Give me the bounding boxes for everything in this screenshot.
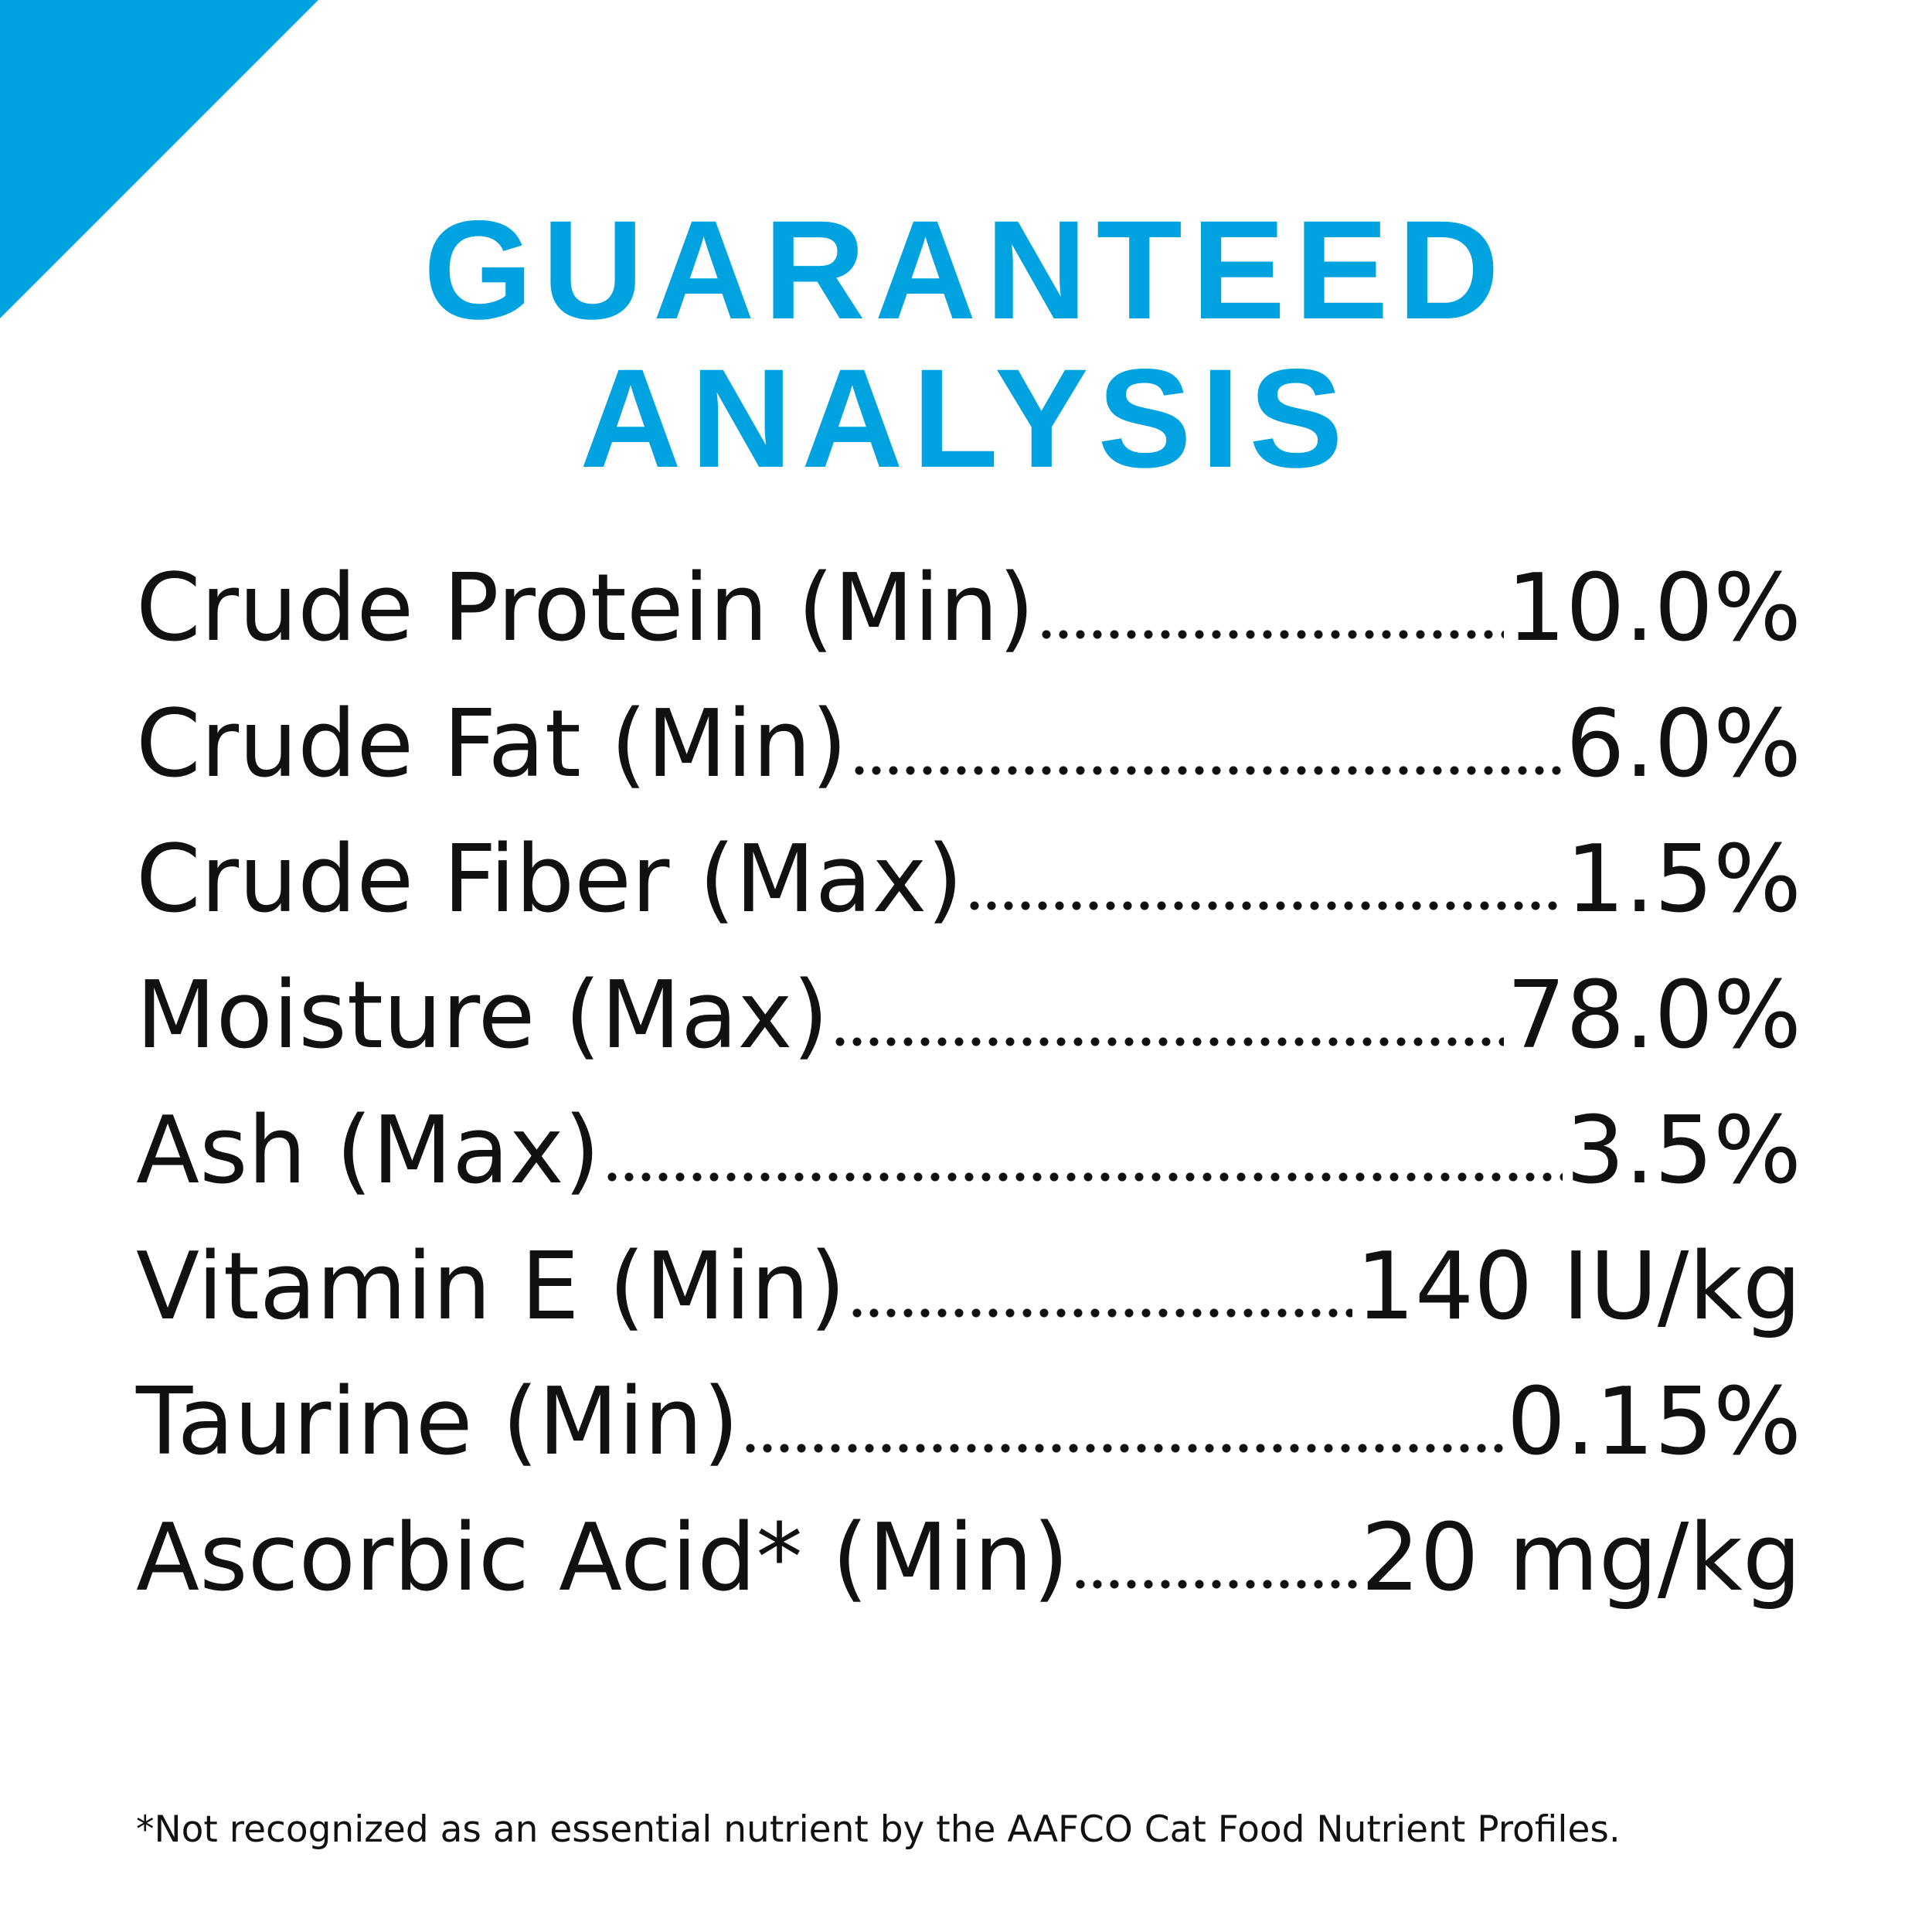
nutrient-value: 0.15% xyxy=(1506,1369,1801,1476)
nutrient-label: Taurine (Min) xyxy=(136,1369,740,1476)
nutrient-value: 6.0% xyxy=(1566,690,1801,798)
dot-leader xyxy=(850,764,1563,776)
title: GUARANTEED xyxy=(423,191,1509,349)
nutrient-label: Crude Fiber (Max) xyxy=(136,826,964,934)
analysis-row: Ash (Max) 3.5% xyxy=(136,1083,1801,1219)
nutrient-label: Crude Protein (Min) xyxy=(136,555,1035,662)
analysis-row: Moisture (Max) 78.0% xyxy=(136,948,1801,1084)
nutrient-label: Vitamin E (Min) xyxy=(136,1233,846,1341)
dot-leader xyxy=(1072,1578,1358,1590)
title: ANALYSIS xyxy=(580,339,1352,497)
nutrient-value: 10.0% xyxy=(1506,555,1801,662)
nutrient-label: Crude Fat (Min) xyxy=(136,690,848,798)
nutrient-value: 78.0% xyxy=(1506,961,1801,1070)
analysis-row: Vitamin E (Min) 140 IU/kg xyxy=(136,1219,1801,1355)
dot-leader xyxy=(832,1036,1504,1047)
analysis-row: Ascorbic Acid* (Min) 20 mg/kg xyxy=(136,1491,1801,1627)
analysis-row: Taurine (Min) 0.15% xyxy=(136,1355,1801,1491)
dot-leader xyxy=(742,1443,1504,1454)
dot-leader xyxy=(603,1172,1563,1182)
dot-leader xyxy=(1037,629,1504,640)
dot-leader xyxy=(849,1307,1353,1318)
nutrient-label: Ash (Max) xyxy=(136,1097,600,1205)
nutrient-label: Ascorbic Acid* (Min) xyxy=(136,1504,1070,1612)
nutrient-value: 140 IU/kg xyxy=(1355,1233,1801,1341)
analysis-row: Crude Fat (Min) 6.0% xyxy=(136,677,1801,813)
nutrient-value: 3.5% xyxy=(1566,1097,1801,1205)
corner-triangle xyxy=(0,0,318,318)
dot-leader xyxy=(966,900,1563,911)
footnote: *Not recognized as an essential nutrient… xyxy=(136,1808,1621,1851)
analysis-row: Crude Protein (Min) 10.0% xyxy=(136,541,1801,677)
nutrient-label: Moisture (Max) xyxy=(136,961,829,1070)
nutrient-value: 20 mg/kg xyxy=(1361,1504,1801,1612)
analysis-table: Crude Protein (Min) 10.0% Crude Fat (Min) 6… xyxy=(136,541,1801,1626)
analysis-row: Crude Fiber (Max) 1.5% xyxy=(136,812,1801,948)
nutrient-value: 1.5% xyxy=(1566,826,1801,934)
